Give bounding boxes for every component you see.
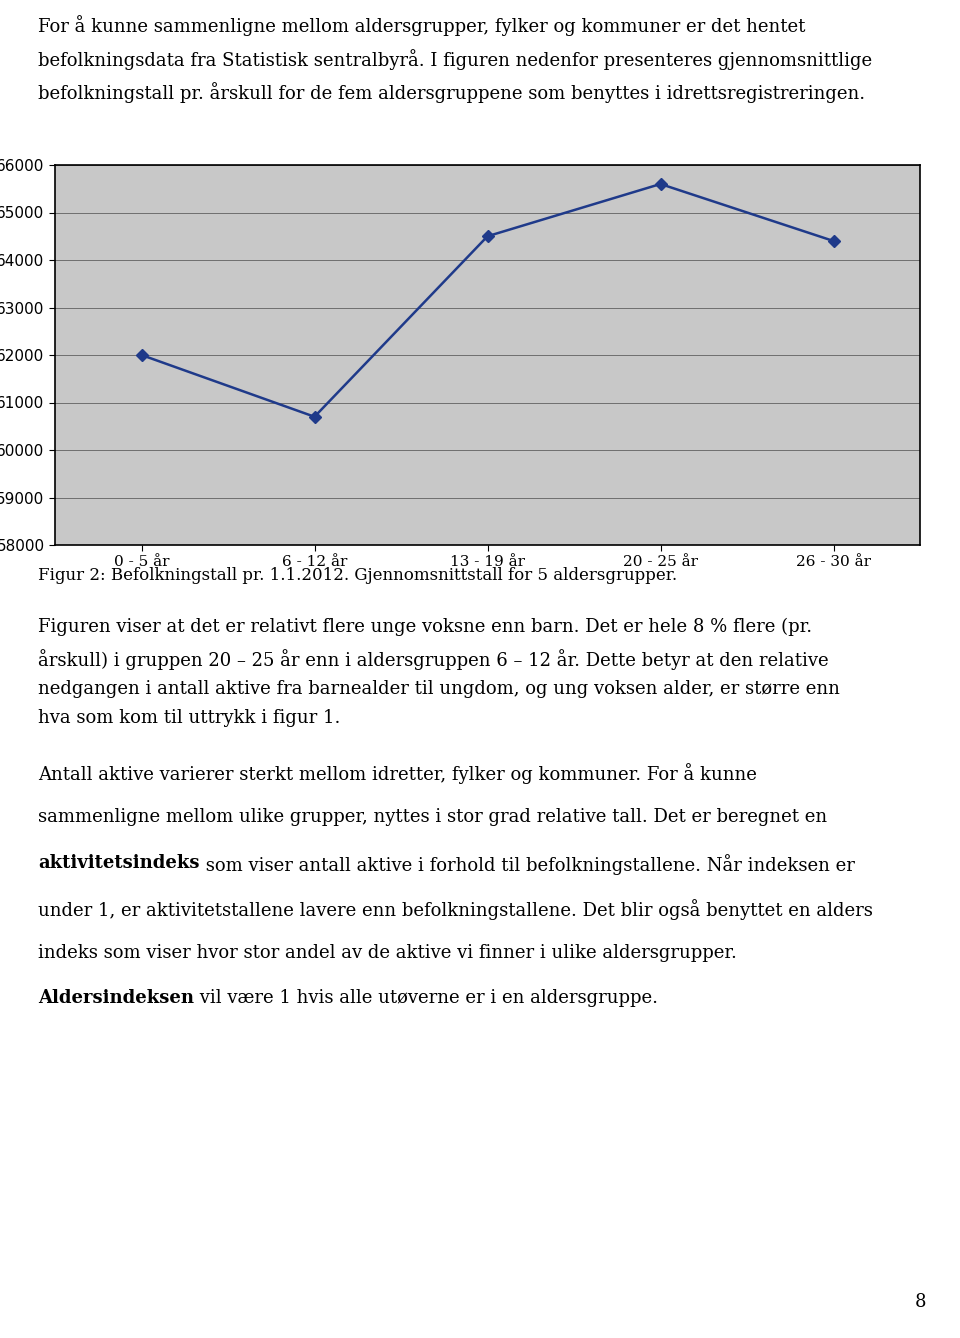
Text: som viser antall aktive i forhold til befolkningstallene. Når indeksen er: som viser antall aktive i forhold til be…	[200, 854, 854, 875]
Text: aktivitetsindeks: aktivitetsindeks	[38, 854, 200, 871]
Text: vil være 1 hvis alle utøverne er i en aldersgruppe.: vil være 1 hvis alle utøverne er i en al…	[194, 989, 659, 1008]
Text: Aldersindeksen: Aldersindeksen	[38, 989, 194, 1008]
Text: Antall aktive varierer sterkt mellom idretter, fylker og kommuner. For å kunne: Antall aktive varierer sterkt mellom idr…	[38, 763, 757, 784]
Text: Figur 2: Befolkningstall pr. 1.1.2012. Gjennomsnittstall for 5 aldersgrupper.: Figur 2: Befolkningstall pr. 1.1.2012. G…	[38, 567, 678, 583]
Text: indeks som viser hvor stor andel av de aktive vi finner i ulike aldersgrupper.: indeks som viser hvor stor andel av de a…	[38, 945, 737, 962]
Text: 8: 8	[915, 1294, 926, 1311]
Text: sammenligne mellom ulike grupper, nyttes i stor grad relative tall. Det er bereg: sammenligne mellom ulike grupper, nyttes…	[38, 808, 828, 827]
Text: under 1, er aktivitetstallene lavere enn befolkningstallene. Det blir også benyt: under 1, er aktivitetstallene lavere enn…	[38, 899, 874, 919]
Text: For å kunne sammenligne mellom aldersgrupper, fylker og kommuner er det hentet
b: For å kunne sammenligne mellom aldersgru…	[38, 15, 873, 103]
Text: Figuren viser at det er relativt flere unge voksne enn barn. Det er hele 8 % fle: Figuren viser at det er relativt flere u…	[38, 618, 840, 727]
